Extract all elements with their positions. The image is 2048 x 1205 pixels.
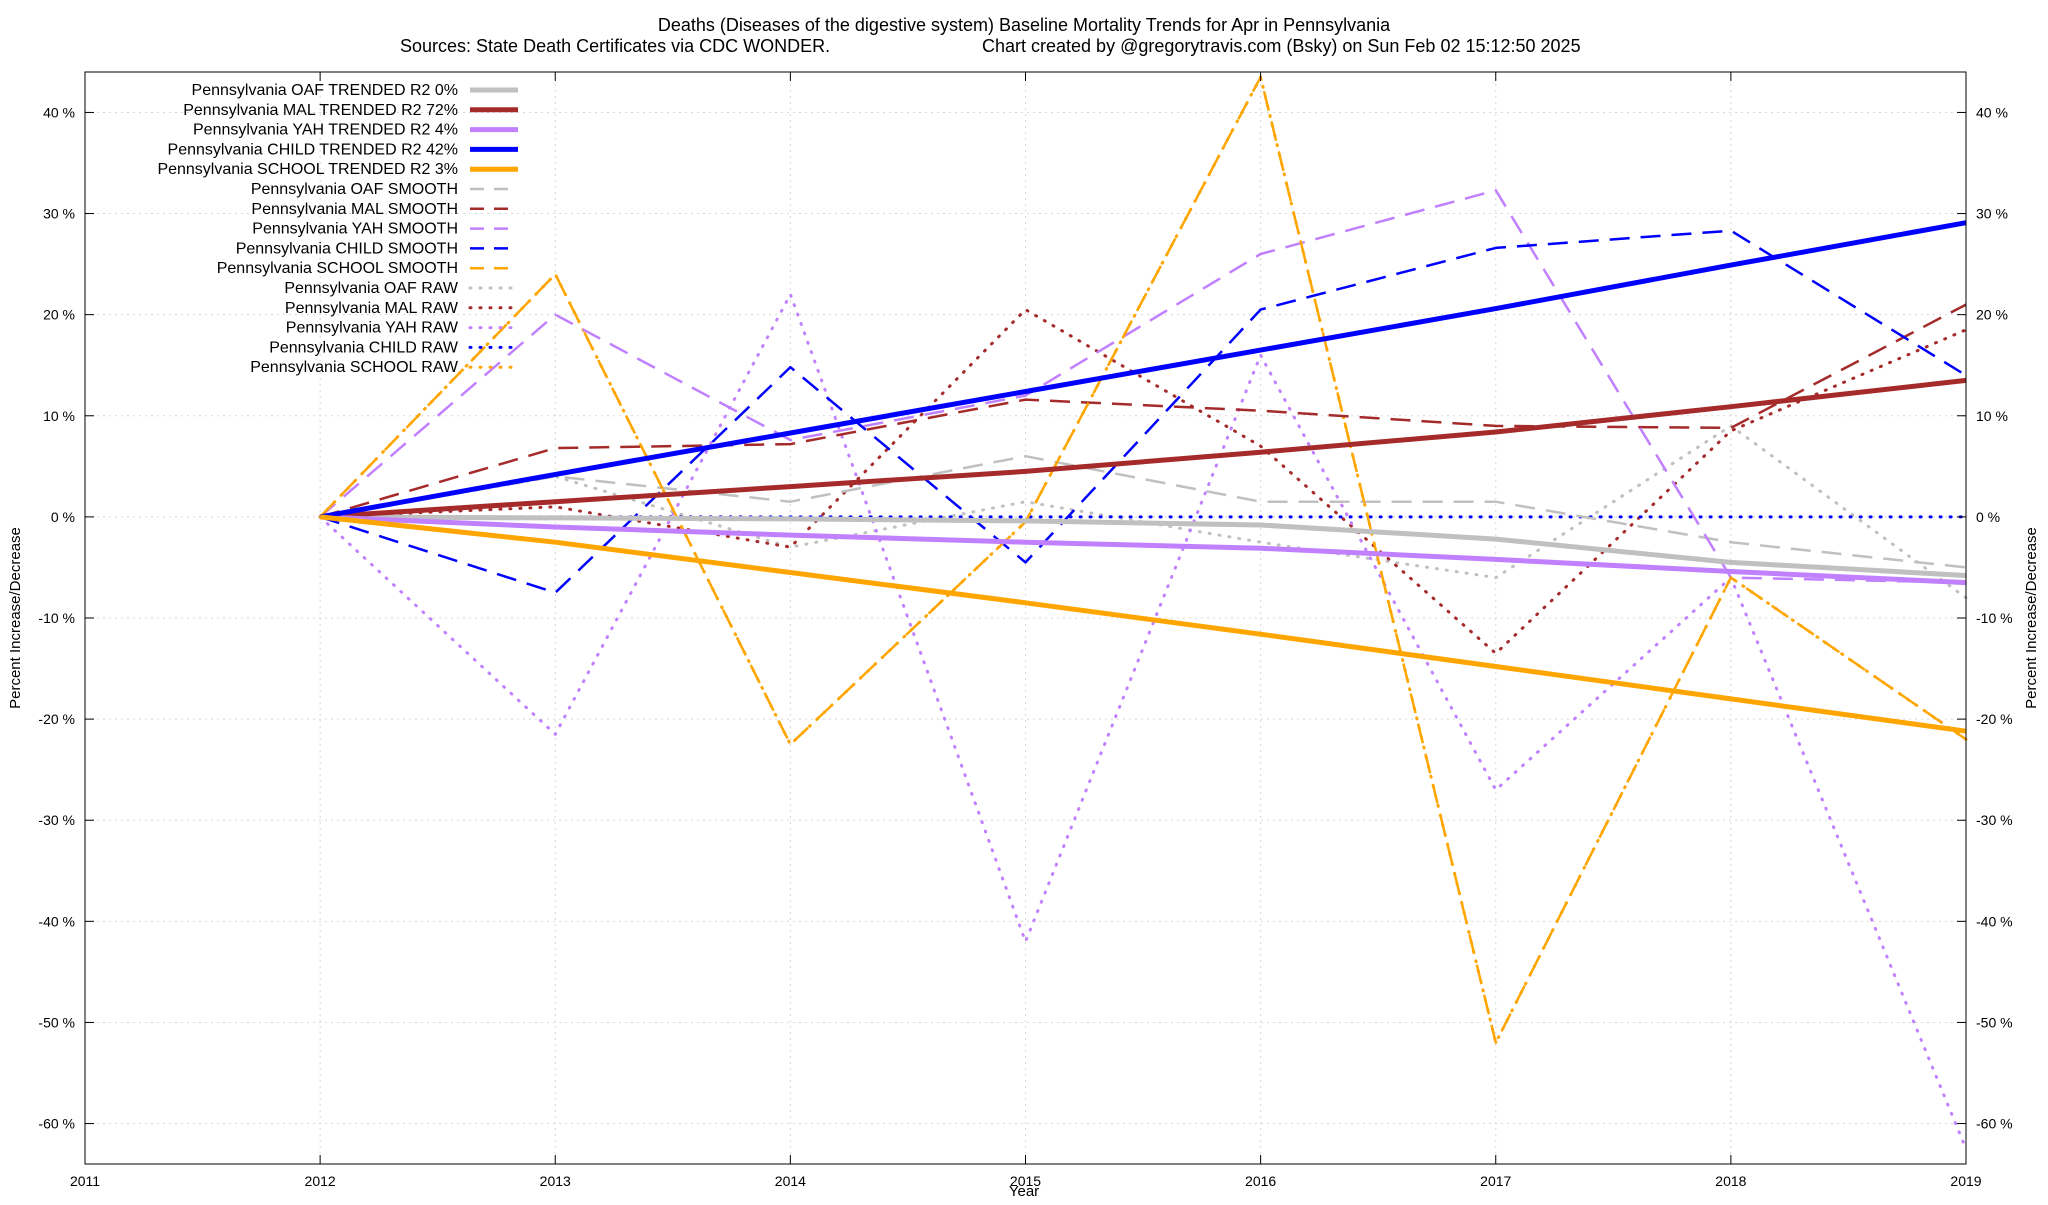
legend-label: Pennsylvania YAH TRENDED R2 4% <box>193 122 458 139</box>
y-tick-label-right: -50 % <box>1976 1014 2013 1030</box>
grid <box>85 72 1966 1164</box>
chart-subtitle-source: Sources: State Death Certificates via CD… <box>400 36 830 56</box>
legend-label: Pennsylvania YAH SMOOTH <box>252 221 458 238</box>
y-tick-label-right: -30 % <box>1976 812 2013 828</box>
y-tick-label-right: -60 % <box>1976 1116 2013 1132</box>
legend-label: Pennsylvania MAL TRENDED R2 72% <box>183 102 458 119</box>
x-tick-label: 2015 <box>1010 1173 1041 1189</box>
series-line-pennsylvania-school-trended-r2-3 <box>319 514 1967 734</box>
y-tick-label-right: -20 % <box>1976 711 2013 727</box>
legend-label: Pennsylvania YAH RAW <box>286 320 459 337</box>
x-tick-label: 2018 <box>1715 1173 1746 1189</box>
series-line-pennsylvania-oaf-raw <box>318 424 1968 600</box>
y-tick-label-right: -40 % <box>1976 913 2013 929</box>
x-tick-label: 2013 <box>540 1173 571 1189</box>
series-line-pennsylvania-oaf-trended-r2-0 <box>320 514 1967 578</box>
x-axis-label: Year <box>1009 1183 1039 1200</box>
y-tick-label-right: 40 % <box>1976 104 2008 120</box>
chart-title: Deaths (Diseases of the digestive system… <box>658 15 1391 35</box>
y-tick-label-left: 20 % <box>43 307 75 323</box>
y-tick-label-right: 20 % <box>1976 307 2008 323</box>
legend-label: Pennsylvania CHILD SMOOTH <box>236 240 458 257</box>
y-tick-label-left: 0 % <box>51 509 75 525</box>
legend-label: Pennsylvania MAL SMOOTH <box>251 201 458 218</box>
y-tick-label-left: -20 % <box>38 711 75 727</box>
y-tick-label-right: 30 % <box>1976 206 2008 222</box>
y-tick-label-left: -40 % <box>38 913 75 929</box>
x-tick-label: 2012 <box>305 1173 336 1189</box>
series-line-pennsylvania-mal-trended-r2-72 <box>319 377 1967 520</box>
x-tick-label: 2017 <box>1480 1173 1511 1189</box>
series-line-pennsylvania-child-smooth <box>319 229 1967 594</box>
y-tick-label-right: 10 % <box>1976 408 2008 424</box>
plot-series <box>318 75 1968 1151</box>
legend-label: Pennsylvania MAL RAW <box>285 300 459 317</box>
legend-label: Pennsylvania SCHOOL SMOOTH <box>217 260 458 277</box>
series-line-pennsylvania-yah-smooth <box>319 189 1967 584</box>
y-tick-label-right: 0 % <box>1976 509 2000 525</box>
y-tick-label-right: -10 % <box>1976 610 2013 626</box>
legend-label: Pennsylvania OAF RAW <box>284 280 459 297</box>
legend: Pennsylvania OAF TRENDED R2 0% Pennsylvan… <box>157 82 520 376</box>
y-tick-label-left: -60 % <box>38 1116 75 1132</box>
legend-label: Pennsylvania OAF SMOOTH <box>251 181 458 198</box>
y-tick-label-left: 30 % <box>43 206 75 222</box>
legend-label: Pennsylvania CHILD RAW <box>269 339 459 356</box>
x-tick-label: 2016 <box>1245 1173 1276 1189</box>
series-line-pennsylvania-yah-raw <box>318 292 1968 1151</box>
chart-subtitle-credit: Chart created by @gregorytravis.com (Bsk… <box>982 36 1581 56</box>
y-tick-label-left: -10 % <box>38 610 75 626</box>
x-tick-label: 2019 <box>1950 1173 1981 1189</box>
y-tick-label-left: -30 % <box>38 812 75 828</box>
y-axis-label-left: Percent Increase/Decrease <box>7 527 24 709</box>
y-axis-label-right: Percent Increase/Decrease <box>2023 527 2040 709</box>
y-tick-label-left: 10 % <box>43 408 75 424</box>
legend-label: Pennsylvania SCHOOL TRENDED R2 3% <box>157 161 458 178</box>
series-line-pennsylvania-school-smooth <box>319 75 1967 1044</box>
axis-ticks: 2011 2012 2013 2014 2015 2016 2017 2018 2019 40 %… <box>38 72 2013 1189</box>
legend-label: Pennsylvania SCHOOL RAW <box>250 359 459 376</box>
x-tick-label: 2014 <box>775 1173 806 1189</box>
legend-label: Pennsylvania CHILD TRENDED R2 42% <box>168 141 458 158</box>
series-line-pennsylvania-yah-trended-r2-4 <box>319 514 1967 586</box>
x-tick-label: 2011 <box>70 1173 100 1189</box>
legend-label: Pennsylvania OAF TRENDED R2 0% <box>192 82 458 99</box>
y-tick-label-left: -50 % <box>38 1014 75 1030</box>
y-tick-label-left: 40 % <box>43 104 75 120</box>
series-line-pennsylvania-mal-smooth <box>319 303 1967 519</box>
series-line-pennsylvania-child-trended-r2-42 <box>319 220 1967 520</box>
